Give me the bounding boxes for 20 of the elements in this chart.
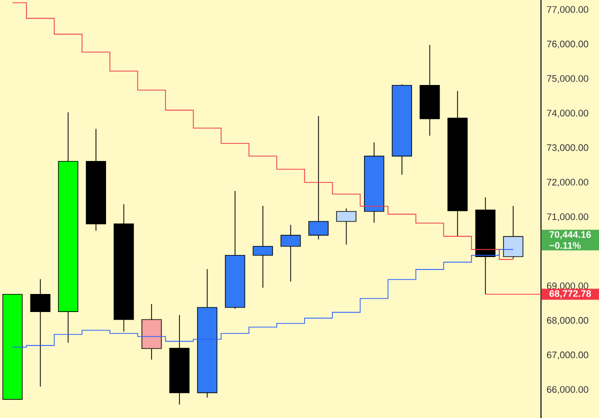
- text: 70,444.16: [550, 231, 591, 240]
- y-tick-label: 67,000.00: [547, 352, 588, 360]
- candlestick: [280, 224, 301, 282]
- candlestick: [336, 208, 356, 245]
- y-tick-label: 68,000.00: [547, 317, 588, 325]
- ref-line-label: 68,772.78: [549, 290, 591, 298]
- y-tick-label: 76,000.00: [547, 40, 588, 48]
- text: −0.11%: [550, 242, 581, 249]
- y-tick-label: 77,000.00: [547, 6, 588, 14]
- candlestick: [252, 205, 273, 288]
- y-tick-label: 74,000.00: [547, 110, 588, 118]
- y-tick-label: 69,000.00: [547, 282, 588, 290]
- candlestick: [308, 116, 329, 240]
- y-tick-label: 75,000.00: [547, 75, 588, 84]
- candlestick: [503, 205, 524, 260]
- candlestick: [30, 278, 50, 387]
- y-tick-label: 72,000.00: [547, 178, 588, 187]
- y-tick-label: 66,000.00: [547, 386, 588, 394]
- y-tick-label: 71,000.00: [547, 213, 588, 222]
- y-tick-label: 73,000.00: [547, 144, 588, 152]
